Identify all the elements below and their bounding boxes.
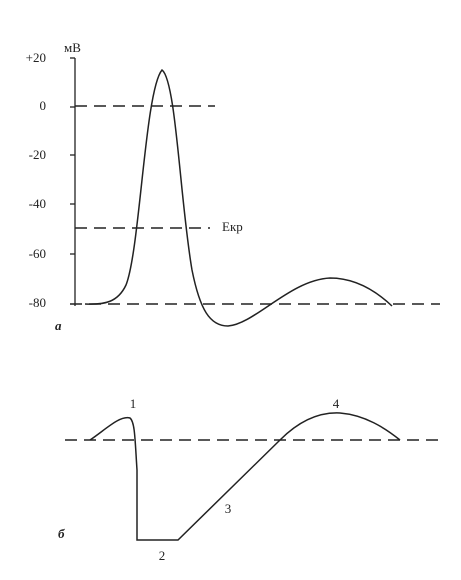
panel-a: мВ +20 0 -20 -40 -60 -80 Екр а xyxy=(26,40,440,333)
unit-label: мВ xyxy=(64,40,81,55)
panel-label: а xyxy=(55,318,62,333)
threshold-label: Екр xyxy=(222,219,243,234)
tick-label: +20 xyxy=(26,50,46,65)
phase-label: 2 xyxy=(159,548,166,563)
tick-label: -20 xyxy=(29,147,46,162)
action-potential xyxy=(84,68,393,327)
phase-label: 4 xyxy=(333,396,340,411)
tick-label: -40 xyxy=(29,196,46,211)
phase-label: 1 xyxy=(130,396,137,411)
phase-label: 3 xyxy=(225,501,232,516)
tick-label: -80 xyxy=(29,295,46,310)
tick-label: 0 xyxy=(40,98,47,113)
phase-curve xyxy=(89,412,401,541)
panel-b: 1 2 3 4 б xyxy=(58,396,445,563)
panel-label: б xyxy=(58,526,65,541)
tick-label: -60 xyxy=(29,246,46,261)
